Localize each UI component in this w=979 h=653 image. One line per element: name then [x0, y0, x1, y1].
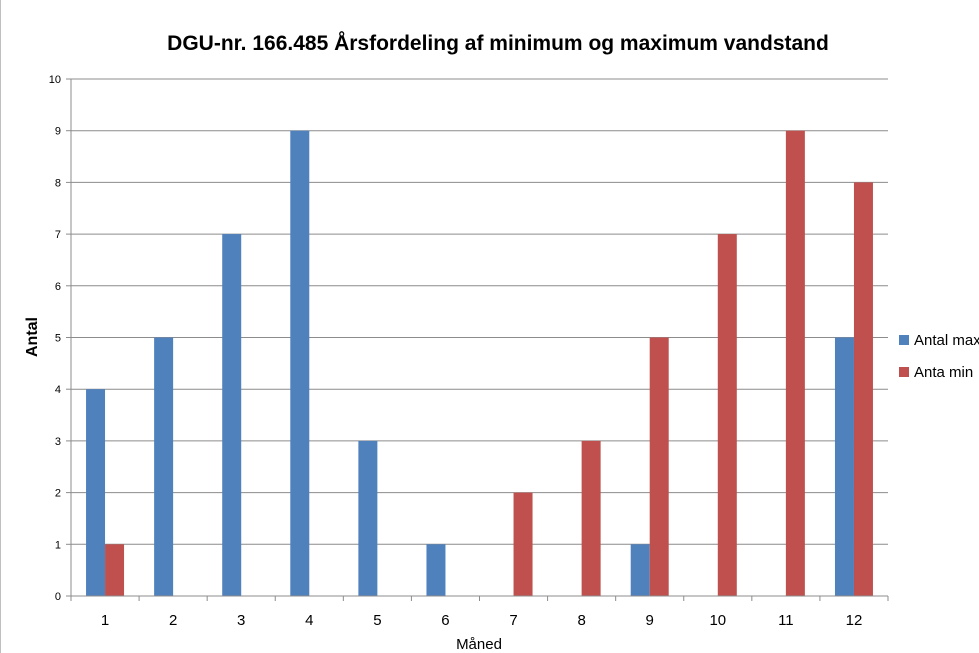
- x-tick-label: 5: [373, 612, 381, 629]
- x-tick-label: 3: [237, 612, 245, 629]
- axes: [66, 78, 889, 601]
- bar-max-4: [290, 130, 310, 596]
- y-tick-label: 6: [55, 281, 61, 293]
- y-axis-title: Antal: [24, 317, 41, 357]
- x-tick-label: 10: [709, 612, 726, 629]
- legend-swatch-min: [899, 367, 909, 377]
- bar-max-1: [86, 389, 106, 596]
- x-tick-label: 7: [509, 612, 517, 629]
- y-tick-label: 9: [55, 126, 61, 138]
- gridlines: [71, 78, 888, 545]
- bar-max-5: [358, 440, 378, 596]
- x-axis-title: Måned: [456, 636, 502, 653]
- bar-max-6: [426, 544, 446, 596]
- x-tick-label: 9: [646, 612, 654, 629]
- x-tick-label: 6: [441, 612, 449, 629]
- legend-label-min: Anta min: [914, 364, 973, 381]
- bar-min-12: [853, 182, 873, 596]
- bar-min-8: [581, 440, 601, 596]
- bar-min-11: [785, 130, 805, 596]
- y-tick-label: 1: [55, 539, 61, 551]
- legend: Antal max Anta min: [899, 332, 979, 381]
- x-tick-label: 8: [577, 612, 585, 629]
- y-tick-label: 3: [55, 436, 61, 448]
- y-tick-label: 10: [49, 74, 61, 86]
- bar-max-2: [154, 337, 174, 596]
- bar-min-7: [513, 492, 533, 596]
- y-tick-label: 8: [55, 177, 61, 189]
- y-tick-labels: 0 1 2 3 4 5 6 7 8 9 10: [49, 74, 61, 603]
- bar-max-9: [630, 544, 650, 596]
- x-tick-label: 11: [778, 612, 794, 629]
- chart-title: DGU-nr. 166.485 Årsfordeling af minimum …: [167, 31, 829, 55]
- y-tick-label: 4: [55, 384, 61, 396]
- bars: [86, 130, 873, 596]
- bar-min-9: [649, 337, 669, 596]
- bar-max-3: [222, 234, 242, 596]
- x-tick-label: 1: [101, 612, 109, 629]
- legend-swatch-max: [899, 335, 909, 345]
- bar-max-12: [834, 337, 854, 596]
- x-tick-labels: 1 2 3 4 5 6 7 8 9 10 11 12: [101, 612, 862, 629]
- y-tick-label: 5: [55, 333, 61, 345]
- bar-min-1: [105, 544, 125, 596]
- bar-min-10: [717, 234, 737, 596]
- y-tick-label: 7: [55, 229, 61, 241]
- y-tick-label: 0: [55, 591, 61, 603]
- x-tick-label: 2: [169, 612, 177, 629]
- y-tick-label: 2: [55, 488, 61, 500]
- legend-label-max: Antal max: [914, 332, 979, 349]
- x-tick-label: 12: [846, 612, 863, 629]
- x-tick-label: 4: [305, 612, 313, 629]
